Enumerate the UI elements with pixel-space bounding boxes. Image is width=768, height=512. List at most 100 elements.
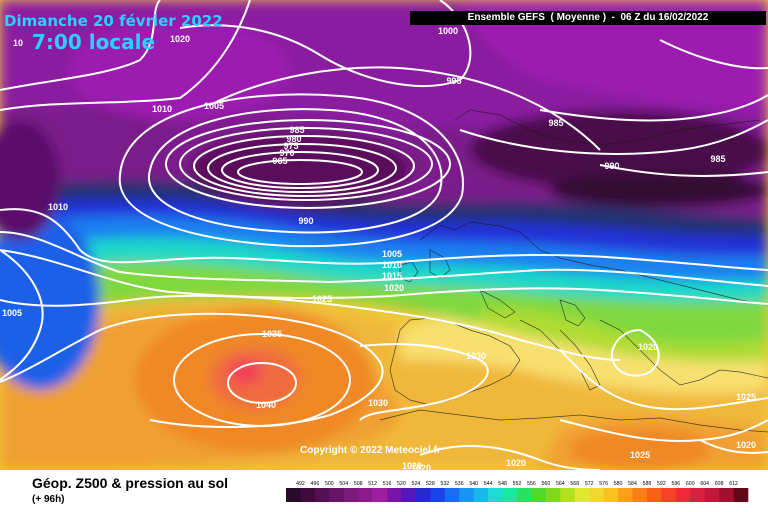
legend-tick-label: 592 (657, 481, 666, 487)
legend-tick-label: 528 (426, 481, 435, 487)
legend-tick-label: 508 (354, 481, 363, 487)
isobar-label: 1025 (312, 294, 332, 304)
legend-tick-label: 520 (397, 481, 406, 487)
legend-color-swatch (459, 488, 474, 502)
legend-color-swatch (517, 488, 532, 502)
legend-tick-label: 540 (469, 481, 478, 487)
legend-tick-label: 580 (614, 481, 623, 487)
legend-color-swatch (704, 488, 720, 502)
legend-color-swatch (574, 488, 590, 502)
isobars (0, 0, 768, 470)
legend-tick-label: 584 (628, 481, 637, 487)
isobar-label: 1020 (384, 283, 404, 293)
isobar-label: 990 (298, 216, 313, 226)
legend-tick-label: 504 (339, 481, 348, 487)
legend-tick-label: 536 (455, 481, 464, 487)
legend-color-swatch (632, 488, 648, 502)
isobar-label: 1010 (152, 104, 172, 114)
legend-color-swatch (387, 488, 402, 502)
isobar-label: 1020 (736, 440, 756, 450)
legend-color-swatch (300, 488, 316, 502)
isobar-label: 1040 (256, 400, 276, 410)
legend-color-swatch (719, 488, 734, 502)
legend-color-swatch (372, 488, 388, 502)
isobar-label: 980 (286, 134, 301, 144)
isobar-label: 1020 (402, 461, 422, 470)
legend-color-swatch (314, 488, 330, 502)
legend-color-swatch (545, 488, 561, 502)
legend-color-swatch (646, 488, 662, 502)
coastlines (379, 109, 768, 433)
legend-color-swatch (343, 488, 359, 502)
legend-color-swatch (444, 488, 460, 502)
legend-tick-label: 544 (484, 481, 493, 487)
legend-color-swatch (401, 488, 417, 502)
legend-color-swatch (488, 488, 503, 502)
z500-color-field (0, 0, 768, 470)
isobar-label: 1005 (2, 308, 22, 318)
legend-color-swatch (531, 488, 547, 502)
legend-color-swatch (430, 488, 446, 502)
legend-tick-label: 560 (542, 481, 551, 487)
isobar-label: 1030 (368, 398, 388, 408)
isobar-label: 1005 (382, 249, 402, 259)
legend-tick-label: 576 (599, 481, 608, 487)
legend-tick-label: 568 (570, 481, 579, 487)
legend-color-swatch (603, 488, 619, 502)
isobar-label: 1005 (204, 101, 224, 111)
isobar-label: 1015 (382, 271, 402, 281)
legend-color-swatch (329, 488, 345, 502)
isobar-label: 985 (548, 118, 563, 128)
legend-tick-label: 512 (368, 481, 377, 487)
isobar-label: 995 (446, 76, 461, 86)
legend-color-swatch (286, 488, 301, 502)
isobar-label: 965 (272, 156, 287, 166)
model-run-info: Ensemble GEFS ( Moyenne ) - 06 Z du 16/0… (410, 11, 766, 25)
legend-subtitle: (+ 96h) (32, 494, 65, 505)
legend-title: Géop. Z500 & pression au sol (32, 475, 229, 491)
legend-tick-label: 548 (498, 481, 507, 487)
legend-color-swatch (618, 488, 633, 502)
isobar-label: 1025 (630, 450, 650, 460)
legend-tick-label: 496 (311, 481, 320, 487)
legend-tick-label: 604 (700, 481, 709, 487)
legend-color-swatch (589, 488, 604, 502)
legend-color-swatch (358, 488, 373, 502)
isobar-label: 1010 (382, 260, 402, 270)
forecast-time: 7:00 locale (32, 30, 156, 54)
legend-color-swatch (733, 488, 749, 502)
isobar-label: 975 (283, 141, 298, 151)
isobar-label: 1035 (262, 329, 282, 339)
isobar-label: 1000 (438, 26, 458, 36)
forecast-date: Dimanche 20 février 2022 (4, 12, 223, 30)
legend-tick-label: 556 (527, 481, 536, 487)
legend-color-swatch (560, 488, 576, 502)
isobar-label: 1020 (170, 34, 190, 44)
legend-tick-label: 552 (513, 481, 522, 487)
legend-color-swatch (661, 488, 677, 502)
legend-color-swatch (473, 488, 489, 502)
legend-tick-label: 492 (296, 481, 305, 487)
isobar-label: 1020 (411, 463, 431, 470)
isobar-label: 990 (604, 161, 619, 171)
isobar-label: 1030 (466, 351, 486, 361)
copyright-text: Copyright © 2022 Meteociel.fr (300, 445, 441, 456)
isobar-label: 1020 (638, 342, 658, 352)
legend-tick-label: 572 (585, 481, 594, 487)
isobar-label: 1020 (506, 458, 526, 468)
legend-tick-label: 524 (412, 481, 421, 487)
isobar-label: 10 (13, 38, 23, 48)
isobar-label: 985 (289, 125, 304, 135)
isobar-label: 985 (710, 154, 725, 164)
legend-tick-label: 588 (643, 481, 652, 487)
legend-tick-label: 596 (671, 481, 680, 487)
legend-color-swatch (415, 488, 431, 502)
legend-tick-label: 564 (556, 481, 565, 487)
isobar-label: 1010 (48, 202, 68, 212)
isobar-label: 1025 (736, 392, 756, 402)
legend-color-swatch (502, 488, 518, 502)
legend-tick-label: 532 (440, 481, 449, 487)
legend-tick-label: 608 (715, 481, 724, 487)
